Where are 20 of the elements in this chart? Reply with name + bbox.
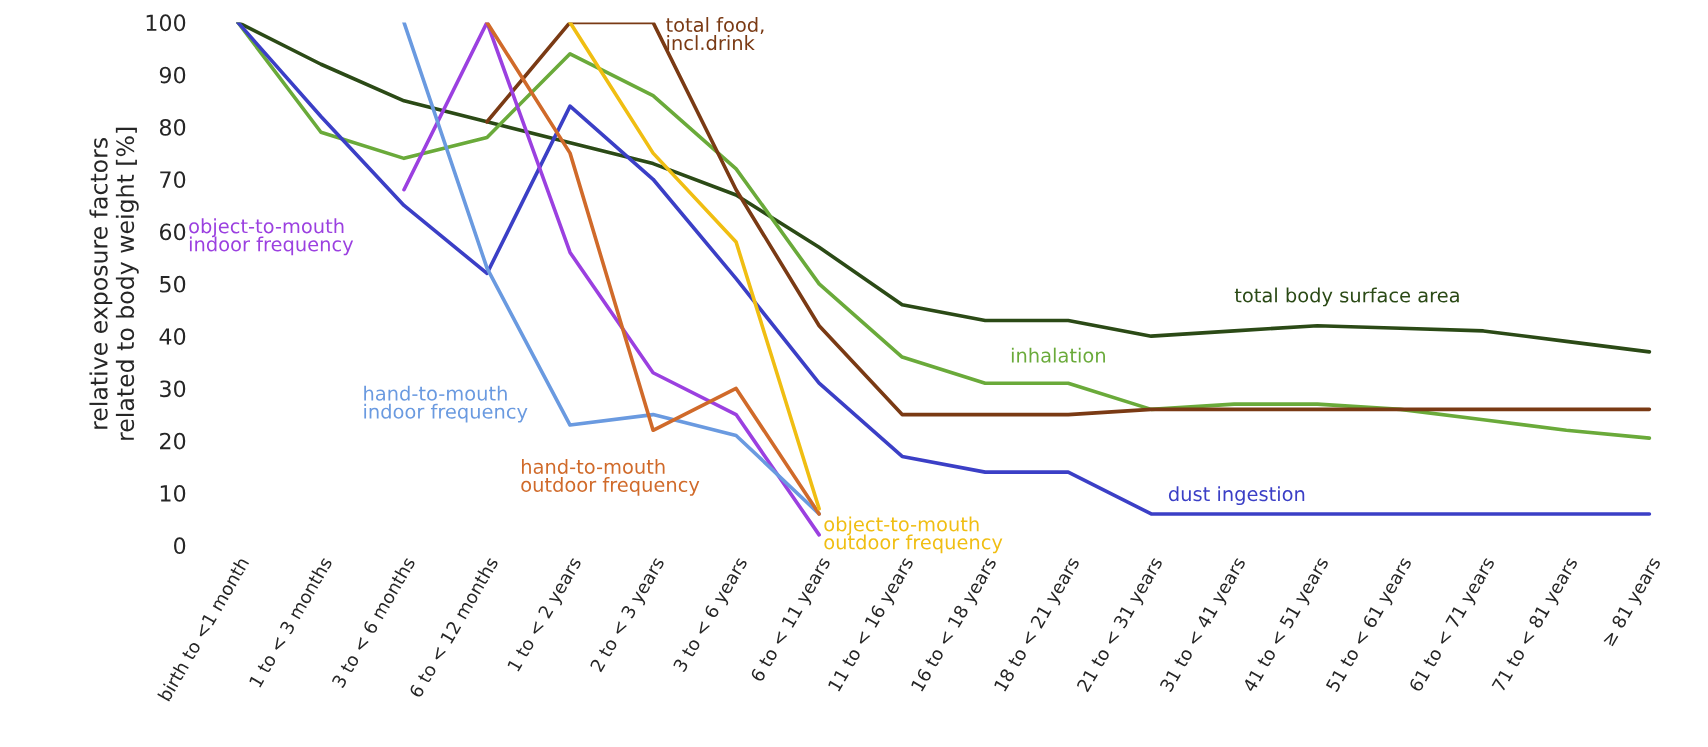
series-label: total body surface area [1234, 287, 1459, 307]
text: hand-to-mouth outdoor frequency [521, 458, 700, 496]
series-label: total food, incl.drink [666, 17, 764, 51]
y-tick-label: 60 [159, 223, 186, 241]
y-tick-label: 10 [160, 484, 186, 502]
y-tick-label: 30 [160, 380, 186, 398]
y-tick-label: 50 [160, 275, 186, 293]
y-tick-label: 20 [160, 432, 186, 450]
series-label: hand-to-mouth indoor frequency [364, 385, 528, 423]
y-tick-label: 90 [159, 66, 186, 84]
y-tick-label: 70 [160, 171, 186, 189]
series-label: inhalation [1011, 347, 1105, 363]
text: object-to-mouth indoor frequency [189, 218, 354, 256]
y-axis-title: relative exposure factors related to body weight [%] [89, 127, 139, 440]
y-tick-label: 0 [174, 537, 186, 555]
series-label: object-to-mouth outdoor frequency [824, 516, 1003, 554]
y-tick-label: 40 [159, 328, 186, 345]
y-tick-label: 100 [146, 14, 186, 32]
series-label: dust ingestion [1168, 486, 1305, 506]
y-tick-label: 80 [159, 118, 186, 136]
